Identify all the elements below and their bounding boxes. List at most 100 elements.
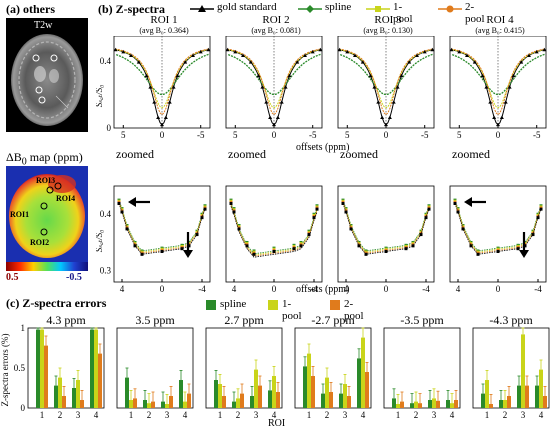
roi2-gold-point <box>310 49 315 54</box>
error-bar-2-pool <box>365 372 369 408</box>
roi4-zoom-point <box>496 250 500 254</box>
roi4-full-plot: 5 0 -5 <box>449 36 547 140</box>
errors-category-label: 4 <box>450 410 455 420</box>
roi2-zoom-curve <box>230 202 318 255</box>
errors-legend-spline-swatch <box>206 300 216 310</box>
errors-category-label: 3 <box>521 410 526 420</box>
roi4-zoom-xtick-label: 0 <box>496 284 501 294</box>
errors-legend-2pool: 2-pool <box>344 298 364 322</box>
error-bar-2-pool <box>418 403 422 408</box>
colorbar-min: 0.5 <box>6 272 19 283</box>
b0-colorbar <box>6 262 88 271</box>
error-bar-1-pool <box>485 380 489 408</box>
errors-legend-1pool: 1-pool <box>282 298 302 322</box>
error-bar-1-pool <box>94 329 98 408</box>
roi3-zoom-xtick-label: 4 <box>344 284 349 294</box>
roi2-spline-curve <box>227 53 321 96</box>
roi1-zoom-xtick-label: 0 <box>160 284 165 294</box>
errors-category-label: 3 <box>432 410 437 420</box>
error-bar-2-pool <box>329 392 333 408</box>
error-bar-spline <box>214 380 218 408</box>
b0-title-tail: map (ppm) <box>26 150 83 164</box>
error-bar-1-pool <box>218 384 222 408</box>
roi2-title-text: ROI 2 <box>262 14 290 26</box>
errors-ylabel: Z-spectra errors (%) <box>0 334 10 407</box>
roi3-full-plot: 5 0 -5 <box>337 36 435 140</box>
roi1-zoom-point <box>133 244 137 248</box>
roi2-gold-point <box>268 115 273 120</box>
colorbar-max: -0.5 <box>66 272 82 283</box>
roi2-label: ROI2 <box>30 238 50 247</box>
errors-category-label: 3 <box>165 410 170 420</box>
roi3-zoom-point <box>427 207 431 211</box>
roi4-xtick-label: 5 <box>457 130 462 140</box>
errors-legend-1pool-swatch <box>268 300 278 310</box>
roi2-gold-point <box>275 115 280 120</box>
roi2-zoom-point <box>292 247 296 251</box>
error-bar-1-pool <box>361 337 365 408</box>
roi3-gold-point <box>422 49 427 54</box>
roi-axis-label: ROI <box>268 418 286 429</box>
roi2-zoom-point <box>232 210 236 214</box>
roi1-zoom-point <box>125 227 129 231</box>
roi3-gold-point <box>414 53 419 57</box>
panel-c-title: (c) Z-spectra errors <box>6 296 107 310</box>
roi2-gold-point <box>225 47 230 52</box>
error-bar-2-pool <box>133 398 137 408</box>
b0-map-title: ΔB0 map (ppm) <box>6 150 83 167</box>
error-bar-2-pool <box>525 385 529 408</box>
errors-group-title: 4.3 ppm <box>46 313 86 327</box>
errors-category-label: 2 <box>503 410 508 420</box>
roi4-zoom-point <box>453 202 457 206</box>
roi1-zoom-point <box>160 250 164 254</box>
roi1-gold-point <box>148 85 153 89</box>
errors-group-3: 2.7 ppm 1 2 3 4 <box>205 313 283 420</box>
roi3-title-text: ROI 3 <box>374 14 402 26</box>
errors-group-title: -2.7 ppm <box>311 313 355 327</box>
roi1-gold-point <box>144 73 149 78</box>
roi3-gold-point <box>384 122 388 127</box>
roi2-gold-point <box>233 49 238 54</box>
roi3-zoom-point <box>419 233 423 237</box>
roi1-zoom-point <box>195 233 199 237</box>
roi3-gold-point <box>360 60 365 64</box>
roi1-gold-point <box>156 115 161 120</box>
error-bar-1-pool <box>325 377 329 408</box>
error-bar-2-pool <box>507 396 511 408</box>
roi1-xtick-label: -5 <box>197 130 205 140</box>
legend: gold standard spline 1-pool 2-pool <box>190 1 550 25</box>
error-bar-1-pool <box>432 398 436 408</box>
error-bar-1-pool <box>236 398 240 408</box>
errors-group-1: 4.3 ppm 0 0.5 1 1 2 3 4 <box>14 313 105 420</box>
offsets-label-zoomed: offsets (ppm) <box>296 284 350 295</box>
roi-titles: ROI 1 (avg B₀: 0.364) ROI 2 (avg B₀: 0.081… <box>112 14 550 38</box>
roi3-gold-point <box>391 100 396 104</box>
errors-category-label: 2 <box>325 410 330 420</box>
errors-group-frame <box>383 327 461 409</box>
roi3-zoom-point <box>349 227 353 231</box>
roi4-gold-point <box>499 115 504 120</box>
roi1-gold-point <box>152 100 157 104</box>
errors-ytick-label: 0.5 <box>14 363 26 373</box>
errors-category-label: 1 <box>218 410 223 420</box>
roi4-arrowhead-down <box>519 250 529 258</box>
roi4-zoom-point <box>469 244 473 248</box>
roi4-zoom-xtick-label: -4 <box>534 284 542 294</box>
roi4-zoom-curve <box>454 201 542 253</box>
roi2-title: ROI 2 (avg B₀: 0.081) <box>224 14 328 35</box>
full-ytick-label: 0 <box>107 123 112 133</box>
roi2-gold-point <box>318 47 323 52</box>
roi4-gold-point <box>492 115 497 120</box>
t2w-label: T2w <box>34 20 53 31</box>
roi3-zoom-point <box>404 247 408 251</box>
roi2-zoom-xtick-label: 0 <box>272 284 277 294</box>
roi2-zoom-point <box>229 202 233 206</box>
error-bar-1-pool <box>539 369 543 408</box>
roi2-gold-point <box>295 60 300 64</box>
roi1-arrowhead-down <box>183 250 193 258</box>
error-bar-1-pool <box>503 400 507 408</box>
roi2-gold-point <box>272 122 276 127</box>
legend-spline-swatch <box>298 5 322 13</box>
roi3-zoom-xtick-label: 0 <box>384 284 389 294</box>
